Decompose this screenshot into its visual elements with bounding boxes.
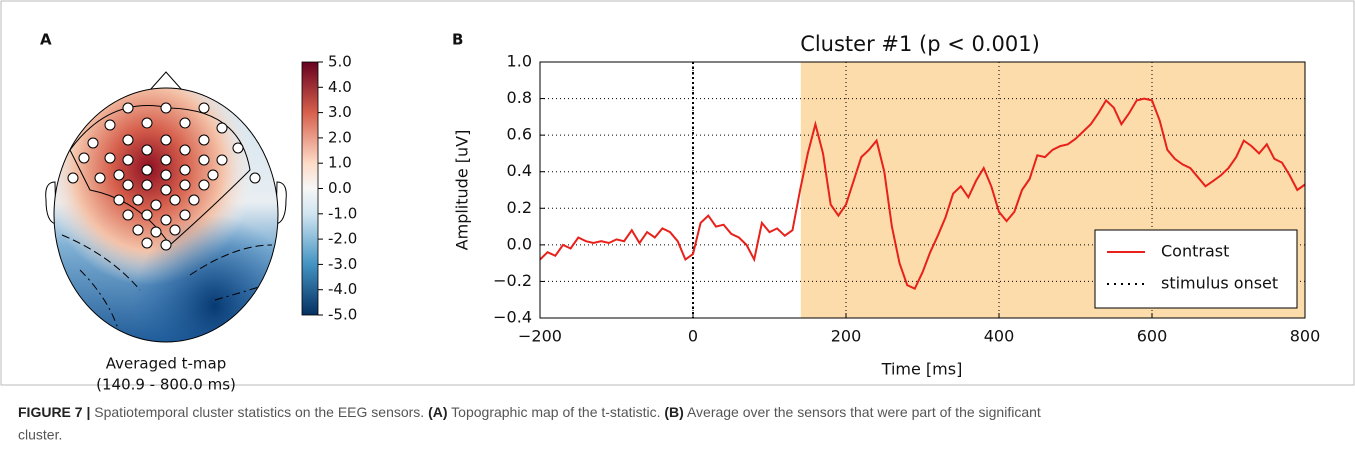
- y-tick-label: 1.0: [507, 52, 532, 71]
- sensor: [141, 209, 153, 221]
- sensor: [67, 172, 79, 184]
- sensor: [94, 172, 106, 184]
- sensor: [104, 119, 116, 131]
- colorbar-tick-label: 2.0: [328, 128, 352, 146]
- sensor: [198, 154, 210, 166]
- y-tick-label: 0.2: [507, 198, 532, 217]
- sensor: [160, 214, 172, 226]
- caption-text: Topographic map of the t-statistic.: [451, 404, 660, 420]
- sensor: [216, 122, 228, 134]
- sensor: [179, 179, 191, 191]
- sensor: [160, 239, 172, 251]
- map-label: (140.9 - 800.0 ms): [96, 376, 236, 394]
- sensor: [160, 102, 172, 114]
- colorbar-tick-label: 3.0: [328, 103, 352, 121]
- y-tick-label: 0.8: [507, 88, 532, 107]
- sensor: [113, 169, 125, 181]
- sensor: [160, 184, 172, 196]
- x-tick-label: 0: [688, 327, 698, 346]
- sensor: [141, 179, 153, 191]
- y-tick-label: 0.4: [507, 161, 532, 180]
- sensor: [169, 224, 181, 236]
- sensor: [198, 134, 210, 146]
- sensor: [141, 144, 153, 156]
- sensor: [207, 169, 219, 181]
- panel-label: A: [40, 31, 52, 49]
- data-line: [539, 97, 1306, 291]
- sensor: [179, 117, 191, 129]
- caption-text: Average over the sensors that were part …: [687, 404, 1041, 420]
- legend-box: [1094, 229, 1298, 309]
- sensor: [179, 209, 191, 221]
- sensor: [141, 164, 153, 176]
- sensor: [198, 102, 210, 114]
- panel-label: B: [452, 31, 463, 49]
- sensor: [179, 144, 191, 156]
- legend-label: Contrast: [1161, 242, 1229, 261]
- sensor: [122, 134, 134, 146]
- sensor: [141, 237, 153, 249]
- sensor: [160, 169, 172, 181]
- sensor: [141, 117, 153, 129]
- colorbar: [301, 61, 319, 316]
- x-tick-label: 400: [984, 327, 1015, 346]
- sensor: [87, 137, 99, 149]
- colorbar-tick-label: 5.0: [328, 53, 352, 71]
- sensor: [169, 194, 181, 206]
- colorbar-tick-label: -2.0: [328, 230, 357, 248]
- sensor: [249, 172, 261, 184]
- colorbar-tick-label: 4.0: [328, 78, 352, 96]
- caption-label: (B): [664, 404, 683, 420]
- sensor: [132, 224, 144, 236]
- sensor: [113, 194, 125, 206]
- sensor: [122, 179, 134, 191]
- sensor: [132, 194, 144, 206]
- y-tick-label: 0.0: [507, 234, 532, 253]
- chart-title: Cluster #1 (p < 0.001): [800, 32, 1040, 56]
- sensor: [122, 102, 134, 114]
- colorbar-tick-label: 0.0: [328, 179, 352, 197]
- caption-text: Spatiotemporal cluster statistics on the…: [94, 404, 424, 420]
- x-tick-label: −200: [518, 327, 562, 346]
- map-label: Averaged t-map: [106, 355, 227, 373]
- sensor: [216, 154, 228, 166]
- caption-label: (A): [428, 404, 447, 420]
- sensor: [122, 154, 134, 166]
- sensor: [150, 199, 162, 211]
- caption: cluster.: [18, 427, 62, 443]
- x-axis-label: Time [ms]: [881, 360, 963, 379]
- x-tick-label: 600: [1137, 327, 1168, 346]
- y-tick-label: 0.6: [507, 125, 532, 144]
- sensor: [232, 142, 244, 154]
- sensor: [78, 152, 90, 164]
- sensor: [188, 194, 200, 206]
- sensor: [179, 164, 191, 176]
- y-tick-label: −0.4: [493, 308, 532, 327]
- sensors: [67, 102, 261, 251]
- x-tick-label: 200: [831, 327, 862, 346]
- y-axis-label: Amplitude [uV]: [453, 130, 472, 251]
- sensor: [150, 226, 162, 238]
- sensor: [104, 152, 116, 164]
- sensor: [160, 154, 172, 166]
- sensor: [198, 179, 210, 191]
- x-tick-label: 800: [1290, 327, 1321, 346]
- colorbar-tick-label: 1.0: [328, 154, 352, 172]
- caption: FIGURE 7 | Spatiotemporal cluster statis…: [18, 404, 1041, 420]
- legend-label: stimulus onset: [1161, 274, 1278, 293]
- y-tick-label: −0.2: [493, 271, 532, 290]
- colorbar-tick-label: -5.0: [328, 306, 357, 324]
- sensor: [122, 209, 134, 221]
- figure-frame: [0, 0, 1355, 386]
- colorbar-tick-label: -1.0: [328, 204, 357, 222]
- colorbar-tick-label: -4.0: [328, 280, 357, 298]
- plot-frame: [539, 61, 1306, 319]
- sensor: [160, 134, 172, 146]
- colorbar-tick-label: -3.0: [328, 255, 357, 273]
- caption-label: FIGURE 7 |: [18, 404, 90, 420]
